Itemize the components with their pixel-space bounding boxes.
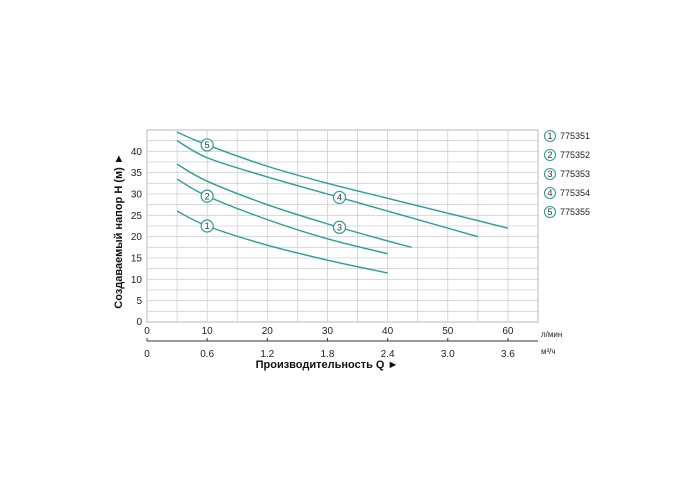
series-markers: 1 2 3 4 5 [200, 138, 347, 234]
legend-marker [543, 205, 557, 219]
x-tick-label: 30 [322, 326, 334, 337]
x-tick-label: 60 [502, 326, 514, 337]
legend-label: 775355 [560, 207, 590, 217]
x-tick-label: 10 [202, 326, 214, 337]
legend-marker [543, 148, 557, 162]
legend-marker [543, 129, 557, 143]
series-marker-775354 [332, 190, 347, 205]
x2-tick-label: 2.4 [381, 349, 395, 360]
series-line-775354 [176, 140, 479, 238]
legend-marker [543, 186, 557, 200]
x-tick-label: 40 [382, 326, 394, 337]
legend-marker-label: 2 [547, 150, 552, 160]
x-unit-primary: л/мин [541, 330, 562, 339]
y-tick-label: 5 [136, 296, 142, 307]
series-line-775353 [176, 163, 412, 249]
x2-tick-label: 3.6 [501, 349, 515, 360]
series-marker-775352 [200, 189, 214, 203]
series-line-775352 [176, 178, 388, 255]
y-tick-label: 25 [131, 211, 143, 222]
y-tick-label: 30 [131, 190, 143, 201]
legend-marker-label: 3 [547, 169, 552, 179]
x-tick-label: 50 [442, 326, 454, 337]
series-marker-label: 3 [337, 222, 342, 232]
legend: 1 775351 2 775352 3 775353 4 775354 5 775355 [543, 129, 590, 219]
y-tick-label: 10 [131, 275, 143, 286]
x-tick-label: 0 [144, 326, 150, 337]
y-tick-label: 35 [131, 168, 143, 179]
y-tick-label: 40 [131, 147, 143, 158]
series-marker-label: 5 [205, 140, 210, 150]
y-tick-label: 15 [131, 254, 143, 265]
series-marker-label: 1 [205, 221, 210, 231]
y-tick-label: 0 [136, 317, 142, 328]
legend-marker-label: 4 [547, 188, 552, 198]
x-axis-title: Производительность Q ► [256, 359, 399, 371]
legend-marker [543, 167, 557, 181]
series-marker-775353 [332, 220, 347, 234]
series-marker-label: 2 [205, 191, 210, 201]
series-line-775351 [176, 210, 388, 274]
legend-label: 775351 [560, 131, 590, 141]
x-unit-secondary: м³/ч [541, 347, 556, 356]
x2-tick-label: 3.0 [441, 349, 455, 360]
legend-marker-label: 1 [547, 131, 552, 141]
series-marker-775351 [200, 219, 214, 233]
series-marker-label: 4 [337, 193, 342, 203]
legend-marker-label: 5 [547, 207, 552, 217]
x2-tick-label: 0.6 [200, 349, 214, 360]
series-line-775355 [176, 131, 509, 229]
legend-label: 775354 [560, 188, 590, 198]
legend-label: 775353 [560, 169, 590, 179]
x2-tick-label: 0 [144, 349, 150, 360]
y-tick-label: 20 [131, 232, 143, 243]
y-axis-title: Создаваемый напор Н (м) ► [113, 153, 125, 308]
x2-tick-label: 1.8 [321, 349, 335, 360]
x-tick-label: 20 [262, 326, 274, 337]
x2-tick-label: 1.2 [260, 349, 274, 360]
series-marker-775355 [200, 138, 214, 152]
legend-label: 775352 [560, 150, 590, 160]
